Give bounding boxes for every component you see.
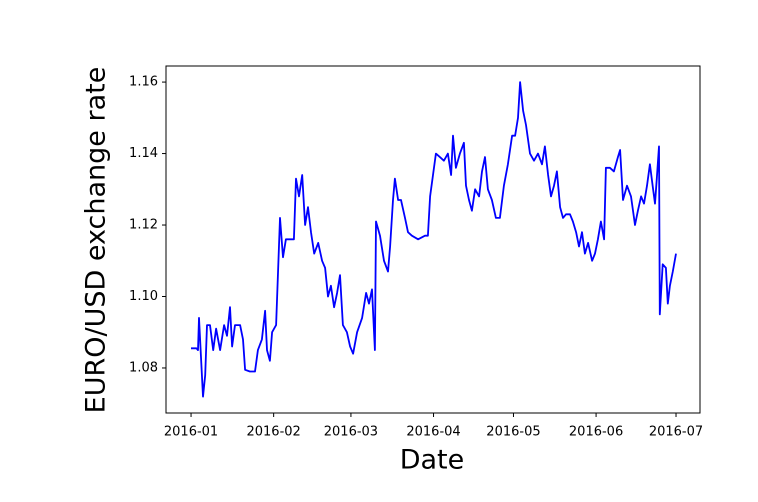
x-tick-label: 2016-04: [406, 425, 460, 440]
x-tick-label: 2016-05: [486, 425, 540, 440]
x-tick-label: 2016-03: [324, 425, 378, 440]
y-tick-label: 1.10: [129, 289, 158, 304]
y-tick-label: 1.16: [129, 75, 158, 90]
line: [191, 81, 677, 398]
y-tick-label: 1.12: [129, 218, 158, 233]
x-tick-label: 2016-06: [569, 425, 623, 440]
x-tick-label: 2016-07: [649, 425, 703, 440]
y-tick-label: 1.08: [129, 360, 158, 375]
y-axis-label: EURO/USD exchange rate: [81, 67, 112, 414]
x-tick-label: 2016-01: [164, 425, 218, 440]
x-axis-label: Date: [400, 445, 465, 476]
y-tick-label: 1.14: [129, 146, 158, 161]
x-tick-label: 2016-02: [246, 425, 300, 440]
plot-frame: [165, 65, 701, 414]
